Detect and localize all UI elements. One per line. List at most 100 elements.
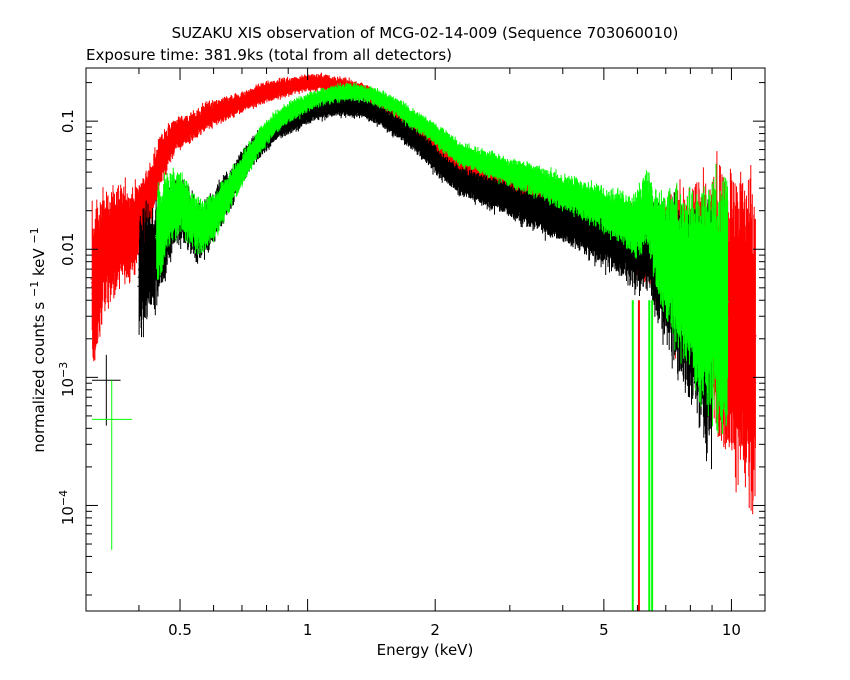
series-1-point-15 bbox=[321, 108, 323, 110]
y-axis-label-sup1: −1 bbox=[28, 281, 41, 297]
series-2-point-13 bbox=[307, 101, 309, 103]
series-1-point-0 bbox=[138, 275, 140, 277]
series-0-point-20 bbox=[307, 82, 309, 84]
series-2-point-12 bbox=[295, 108, 297, 110]
series-2-point-6 bbox=[224, 197, 227, 199]
series-0-point-6 bbox=[151, 187, 153, 189]
chart-title: SUZAKU XIS observation of MCG-02-14-009 … bbox=[172, 24, 679, 42]
y-tick-label-base: 10 bbox=[59, 506, 77, 525]
series-1-point-1 bbox=[151, 261, 153, 263]
series-1 bbox=[137, 94, 714, 470]
series-2-point-40 bbox=[698, 287, 700, 289]
series-2-point-39 bbox=[685, 277, 687, 279]
series-1-point-23 bbox=[429, 153, 432, 155]
series-1-point-27 bbox=[493, 193, 495, 195]
series-1-point-26 bbox=[475, 187, 477, 189]
series-1-point-32 bbox=[579, 226, 581, 228]
series-1-point-20 bbox=[387, 120, 389, 122]
x-tick-label: 1 bbox=[303, 621, 313, 639]
series-0-point-31 bbox=[460, 165, 462, 167]
series-0-point-12 bbox=[206, 115, 208, 117]
series-0-point-13 bbox=[219, 110, 221, 112]
series-2-point-14 bbox=[321, 96, 323, 98]
series-1-point-13 bbox=[291, 120, 293, 122]
series-0-point-11 bbox=[197, 123, 199, 125]
series-2-point-23 bbox=[443, 140, 445, 142]
series-2-point-30 bbox=[562, 191, 564, 193]
series-2-point-38 bbox=[670, 261, 672, 263]
series-0-point-2 bbox=[113, 238, 115, 240]
series-2-point-26 bbox=[493, 165, 495, 167]
series-0-point-0 bbox=[91, 293, 93, 295]
y-tick-label-exp: −3 bbox=[57, 362, 70, 378]
series-0-point-19 bbox=[291, 84, 293, 86]
series-0-point-22 bbox=[334, 84, 336, 86]
y-axis-label: normalized counts s −1 keV −1 bbox=[24, 227, 48, 452]
y-tick-label: 10−4 bbox=[57, 490, 77, 525]
series-2-point-20 bbox=[401, 110, 403, 112]
series-1-point-30 bbox=[542, 212, 545, 215]
x-axis-label: Energy (keV) bbox=[377, 641, 474, 659]
chart-subtitle: Exposure time: 381.9ks (total from all d… bbox=[86, 46, 452, 64]
series-2-point-15 bbox=[334, 92, 336, 94]
y-axis-label-sup2: −1 bbox=[28, 227, 41, 243]
series-2-point-32 bbox=[595, 204, 597, 206]
legend-marker-0 bbox=[92, 354, 121, 426]
series-2-point-17 bbox=[362, 92, 364, 94]
x-tick-label: 5 bbox=[599, 621, 609, 639]
x-tick-label: 0.5 bbox=[168, 621, 192, 639]
series-1-point-29 bbox=[526, 207, 529, 209]
series-2-point-36 bbox=[645, 204, 648, 206]
series-2-point-35 bbox=[636, 226, 639, 228]
series-2-point-27 bbox=[509, 171, 511, 173]
series-0-point-35 bbox=[526, 187, 529, 189]
series-0-point-10 bbox=[186, 129, 188, 131]
series-2-point-41 bbox=[711, 299, 713, 301]
series-2-point-33 bbox=[610, 212, 612, 215]
series-1-point-18 bbox=[362, 108, 364, 110]
series-2-point-1 bbox=[168, 210, 170, 212]
series-1-point-19 bbox=[375, 112, 377, 114]
series-2-point-29 bbox=[542, 183, 545, 186]
series-0-point-16 bbox=[254, 96, 256, 98]
series-2-point-5 bbox=[213, 216, 215, 218]
series-2-point-37 bbox=[657, 243, 659, 245]
series-2-point-10 bbox=[270, 126, 272, 128]
series-2-point-25 bbox=[475, 159, 477, 161]
series-0-point-7 bbox=[160, 159, 162, 161]
series-1-point-21 bbox=[401, 129, 403, 131]
y-tick-label-exp: −4 bbox=[57, 490, 70, 506]
series-2-point-4 bbox=[200, 226, 202, 228]
series-1-point-25 bbox=[460, 180, 462, 182]
series-2-point-11 bbox=[283, 115, 285, 117]
series-0-point-3 bbox=[124, 234, 126, 236]
series-2-point-18 bbox=[375, 96, 377, 98]
series-2-point-16 bbox=[348, 91, 350, 93]
y-axis-label-main: normalized counts s bbox=[30, 302, 48, 453]
y-tick-label-base: 10 bbox=[59, 378, 77, 397]
series-2-point-8 bbox=[246, 159, 248, 161]
series-2-point-31 bbox=[579, 197, 581, 199]
plot-frame bbox=[85, 67, 766, 612]
legend-marker-1 bbox=[92, 380, 132, 550]
y-tick-label: 10−3 bbox=[57, 362, 77, 397]
x-tick-label: 10 bbox=[722, 621, 741, 639]
series-0-point-15 bbox=[241, 101, 243, 103]
series-0-point-4 bbox=[133, 229, 135, 232]
series-1-point-28 bbox=[509, 200, 511, 202]
series-1-point-35 bbox=[624, 243, 626, 245]
series-0-point-18 bbox=[279, 87, 281, 90]
series-1-point-17 bbox=[348, 106, 350, 108]
y-axis-label-mid: keV bbox=[30, 248, 48, 276]
series-2-point-0 bbox=[155, 238, 158, 240]
series-2-point-19 bbox=[387, 101, 389, 103]
series-1-point-36 bbox=[636, 248, 639, 250]
series-0-point-1 bbox=[102, 254, 105, 256]
series-2-point-2 bbox=[179, 197, 181, 199]
series-0-point-21 bbox=[321, 82, 323, 84]
series-0-point-17 bbox=[265, 91, 268, 93]
series-1-point-33 bbox=[595, 234, 597, 236]
series-1-point-24 bbox=[443, 168, 445, 170]
